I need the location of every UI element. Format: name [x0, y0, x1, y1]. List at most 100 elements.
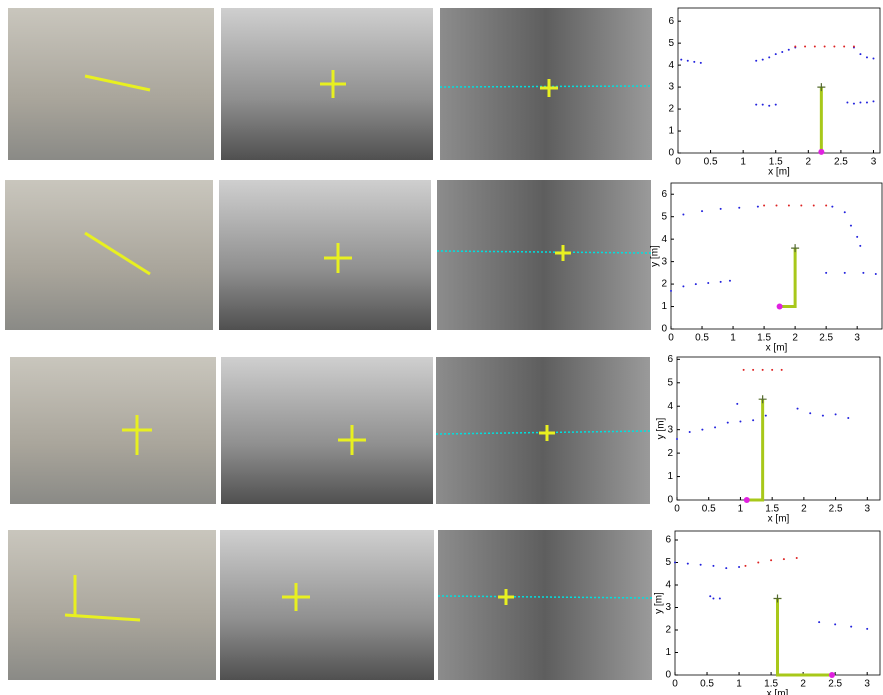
- x-tick-label: 2.5: [828, 679, 842, 690]
- x-tick-label: 2: [792, 333, 798, 344]
- y-tick-label: 3: [665, 602, 671, 613]
- x-tick-label: 1: [730, 333, 736, 344]
- scan-point: [825, 204, 827, 206]
- x-tick-label: 3: [864, 679, 870, 690]
- start-point: [818, 149, 824, 155]
- x-tick-label: 0.5: [700, 679, 714, 690]
- scan-point: [859, 53, 861, 55]
- scan-point: [757, 562, 759, 564]
- x-tick-label: 3: [871, 157, 877, 168]
- scan-point: [862, 272, 864, 274]
- scan-point: [712, 598, 714, 600]
- scan-point: [762, 104, 764, 106]
- scan-point: [843, 45, 845, 47]
- scan-point: [712, 565, 714, 567]
- trajectory: [780, 248, 796, 306]
- scan-point: [818, 621, 820, 623]
- scan-point: [872, 100, 874, 102]
- scan-point: [833, 45, 835, 47]
- scan-point: [859, 101, 861, 103]
- x-tick-label: 2.5: [819, 333, 833, 344]
- scan-point: [736, 403, 738, 405]
- scan-point: [755, 104, 757, 106]
- scan-point: [850, 225, 852, 227]
- scan-lines: [436, 86, 652, 598]
- x-tick-label: 0.5: [695, 333, 709, 344]
- scan-point: [853, 103, 855, 105]
- scan-point: [813, 204, 815, 206]
- figure: 00.511.522.530123456x [m]00.511.522.5301…: [0, 0, 883, 695]
- scan-point: [727, 422, 729, 424]
- scan-point: [856, 236, 858, 238]
- y-tick-label: 4: [661, 234, 667, 245]
- scan-point: [788, 49, 790, 51]
- scan-point: [814, 45, 816, 47]
- y-axis-label: y [m]: [656, 417, 667, 439]
- scan-point: [676, 438, 678, 440]
- scan-point: [755, 60, 757, 62]
- scan-point: [825, 272, 827, 274]
- y-tick-label: 6: [667, 354, 673, 365]
- scan-point: [866, 101, 868, 103]
- scan-point: [804, 45, 806, 47]
- scan-point: [725, 567, 727, 569]
- y-tick-label: 4: [668, 60, 674, 71]
- scan-point: [775, 104, 777, 106]
- scan-point: [729, 280, 731, 282]
- scan-point: [752, 419, 754, 421]
- x-tick-label: 1: [740, 157, 746, 168]
- y-tick-label: 0: [668, 148, 674, 159]
- scan-point: [682, 285, 684, 287]
- scan-point: [744, 565, 746, 567]
- scan-point: [714, 426, 716, 428]
- x-axis-label: x [m]: [766, 343, 788, 354]
- scan-point: [771, 369, 773, 371]
- trajectory: [747, 399, 763, 500]
- scan-point: [680, 59, 682, 61]
- scan-point: [859, 245, 861, 247]
- scan-point: [720, 281, 722, 283]
- plot-area: [678, 8, 880, 153]
- photos: [5, 8, 652, 680]
- scan-point: [765, 415, 767, 417]
- y-tick-label: 6: [665, 535, 671, 546]
- scan-point: [738, 566, 740, 568]
- scan-point: [834, 623, 836, 625]
- scan-point: [822, 415, 824, 417]
- y-tick-label: 1: [668, 126, 674, 137]
- trajectory: [778, 599, 832, 676]
- scan-point: [693, 61, 695, 63]
- trajectory-end: [774, 595, 782, 603]
- scan-point: [709, 595, 711, 597]
- scan-point: [788, 204, 790, 206]
- camera-image: [10, 357, 216, 504]
- y-axis-label: y [m]: [654, 592, 665, 614]
- scan-point: [866, 628, 868, 630]
- y-axis-label: y [m]: [650, 245, 661, 267]
- scan-point: [707, 282, 709, 284]
- y-tick-label: 4: [667, 401, 673, 412]
- y-tick-label: 5: [661, 211, 667, 222]
- scan-point: [763, 204, 765, 206]
- scan-point: [796, 557, 798, 559]
- camera-image: [5, 180, 213, 330]
- trajectory-end: [817, 83, 825, 91]
- x-tick-label: 1: [738, 504, 744, 515]
- y-tick-label: 2: [665, 625, 671, 636]
- scan-point: [824, 45, 826, 47]
- x-tick-label: 2: [806, 157, 812, 168]
- scan-point: [700, 62, 702, 64]
- scan-point: [700, 564, 702, 566]
- y-tick-label: 1: [661, 301, 667, 312]
- scan-point: [844, 211, 846, 213]
- x-axis-label: x [m]: [768, 514, 790, 525]
- y-tick-label: 5: [668, 38, 674, 49]
- x-tick-label: 3: [854, 333, 860, 344]
- x-tick-label: 0: [668, 333, 674, 344]
- scan-point: [689, 431, 691, 433]
- scan-point: [781, 51, 783, 53]
- depth-image: [437, 180, 651, 330]
- y-tick-label: 4: [665, 580, 671, 591]
- y-tick-label: 6: [668, 16, 674, 27]
- scan-point: [809, 412, 811, 414]
